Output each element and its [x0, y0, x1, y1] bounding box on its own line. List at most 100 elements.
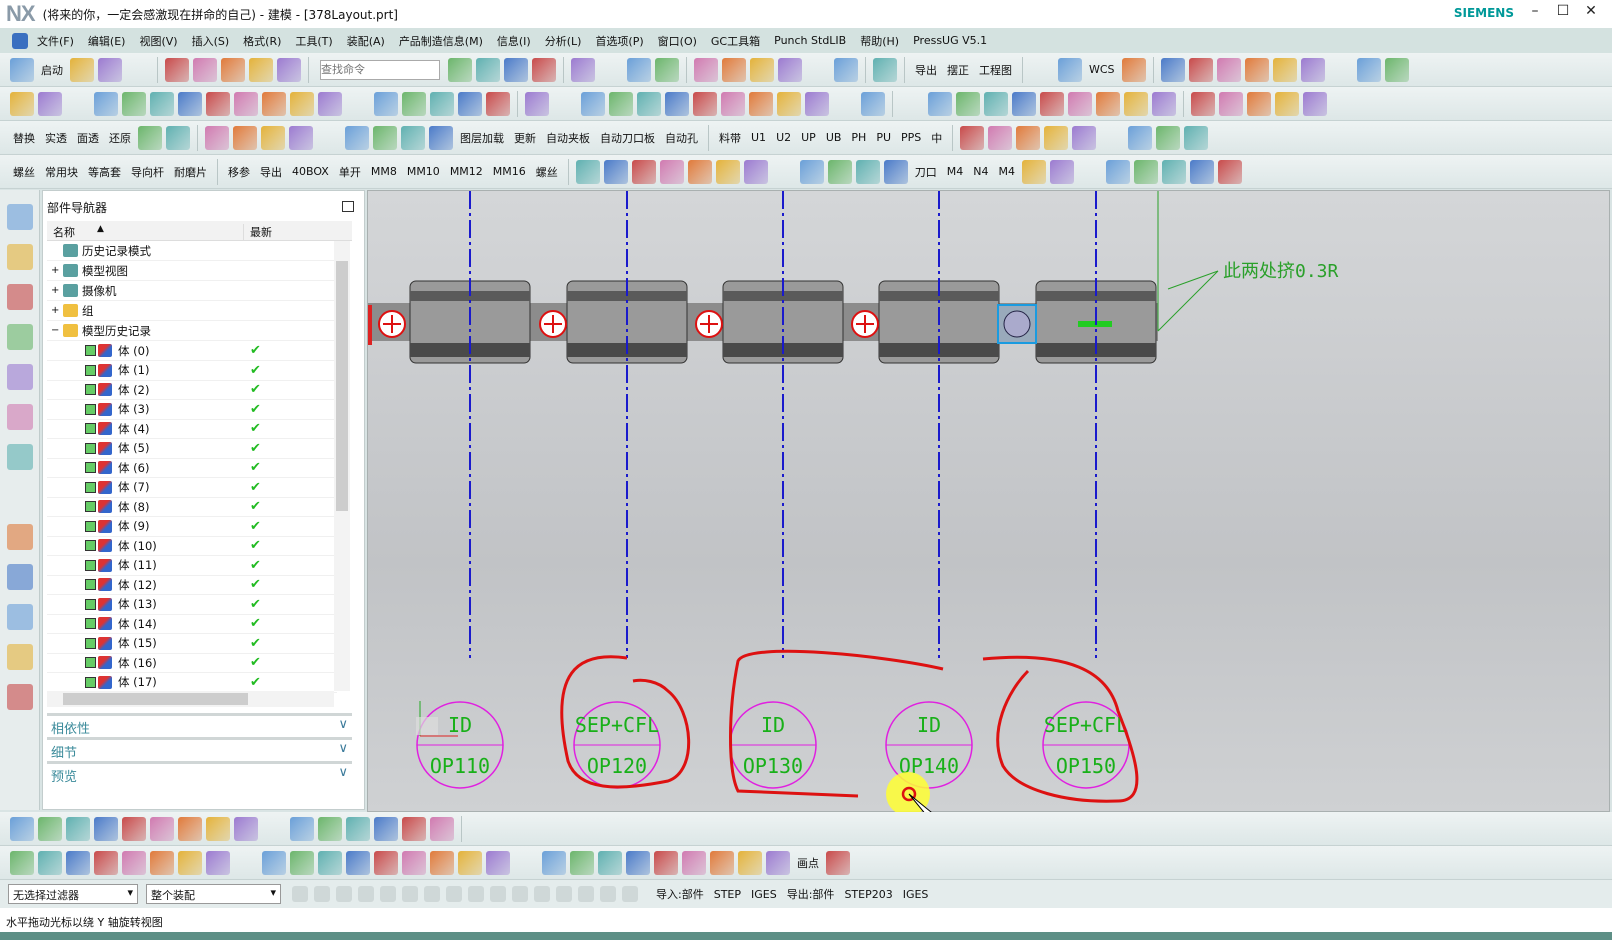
tool-icon[interactable] [1190, 159, 1215, 184]
tool-icon[interactable] [178, 850, 202, 875]
tool-icon[interactable] [10, 850, 34, 875]
tool-icon[interactable] [504, 57, 528, 82]
resource-tab-icon[interactable] [7, 324, 33, 350]
menu-item[interactable]: Punch StdLIB [774, 34, 847, 47]
tool-button[interactable]: U2 [776, 131, 792, 144]
tree-item-body[interactable]: 体 (2) ✔ [47, 380, 337, 400]
tool-icon[interactable] [290, 91, 314, 116]
tree-item-body[interactable]: 体 (4) ✔ [47, 419, 337, 439]
tool-icon[interactable] [1303, 91, 1327, 116]
panel-details[interactable]: 细节 ∨ [47, 737, 352, 761]
tool-icon[interactable] [277, 57, 301, 82]
visibility-checkbox[interactable] [85, 657, 96, 668]
tool-icon[interactable] [1106, 159, 1131, 184]
col-name[interactable]: 名称 [53, 226, 75, 239]
tool-icon[interactable] [1275, 91, 1299, 116]
tool-icon[interactable] [827, 159, 852, 184]
tree-item-body[interactable]: 体 (0) ✔ [47, 341, 337, 361]
tool-icon[interactable] [532, 57, 556, 82]
tool-icon[interactable] [826, 850, 850, 875]
tool-button[interactable]: MM10 [406, 165, 440, 178]
tool-button[interactable]: 刀口 [914, 165, 937, 179]
tool-icon[interactable] [166, 125, 190, 150]
tool-icon[interactable] [10, 91, 34, 116]
tool-icon[interactable] [318, 816, 342, 841]
tool-icon[interactable] [1247, 91, 1271, 116]
visibility-checkbox[interactable] [85, 598, 96, 610]
menu-item[interactable]: GC工具箱 [710, 34, 761, 48]
tool-icon[interactable] [345, 125, 369, 150]
tool-icon[interactable] [738, 850, 762, 875]
tool-icon[interactable] [581, 91, 605, 116]
tool-icon[interactable] [122, 850, 146, 875]
tool-icon[interactable] [1096, 91, 1120, 116]
tool-icon[interactable] [193, 57, 217, 82]
resource-tab-icon[interactable] [7, 484, 33, 510]
resource-tab-icon[interactable] [7, 284, 33, 310]
tool-icon[interactable] [833, 92, 857, 116]
expand-icon[interactable]: + [51, 285, 60, 296]
tool-icon[interactable] [374, 91, 398, 116]
tool-icon[interactable] [401, 125, 425, 150]
tool-icon[interactable] [1022, 159, 1047, 184]
tool-button[interactable]: 中 [931, 131, 943, 145]
tree-item-body[interactable]: 体 (3) ✔ [47, 400, 337, 420]
tool-button[interactable]: 40BOX [292, 165, 329, 178]
tool-button[interactable]: MM8 [370, 165, 397, 178]
tool-button[interactable]: 还原 [109, 131, 131, 145]
tree-item-body[interactable]: 体 (6) ✔ [47, 458, 337, 478]
visibility-checkbox[interactable] [85, 501, 96, 512]
tool-button[interactable]: 自动孔 [665, 131, 698, 145]
visibility-checkbox[interactable] [85, 676, 96, 688]
resource-tab-icon[interactable] [7, 564, 33, 590]
tool-icon[interactable] [1218, 159, 1243, 184]
tool-icon[interactable] [1100, 126, 1124, 150]
tool-icon[interactable] [458, 850, 482, 875]
tool-button[interactable]: 常用块 [45, 165, 78, 179]
resource-tab-icon[interactable] [7, 444, 33, 470]
visibility-checkbox[interactable] [85, 345, 96, 356]
selection-tool-icon[interactable] [314, 886, 330, 902]
tool-button[interactable]: 等高套 [88, 165, 121, 179]
tree-item-body[interactable]: 体 (14) ✔ [47, 614, 337, 634]
tool-icon[interactable] [1188, 57, 1213, 82]
tool-icon[interactable] [346, 850, 370, 875]
tool-icon[interactable] [1191, 91, 1215, 116]
tool-icon[interactable] [1124, 91, 1148, 116]
tool-icon[interactable] [1012, 91, 1036, 116]
visibility-checkbox[interactable] [85, 442, 96, 454]
tool-icon[interactable] [262, 850, 286, 875]
visibility-checkbox[interactable] [85, 423, 96, 434]
tool-icon[interactable] [234, 816, 258, 841]
tool-icon[interactable] [1121, 57, 1146, 82]
tool-icon[interactable] [249, 57, 273, 82]
import-iges-button[interactable]: IGES [751, 887, 777, 901]
tool-icon[interactable] [1068, 91, 1092, 116]
tool-icon[interactable] [458, 91, 482, 116]
tool-icon[interactable] [960, 125, 985, 150]
expand-icon[interactable]: − [51, 325, 60, 336]
tool-icon[interactable] [609, 91, 633, 116]
tool-icon[interactable] [514, 851, 538, 875]
tool-icon[interactable] [430, 850, 454, 875]
tool-icon[interactable] [710, 850, 734, 875]
tool-icon[interactable] [1134, 159, 1159, 184]
tree-item-body[interactable]: 体 (7) ✔ [47, 478, 337, 498]
tool-button[interactable]: PPS [901, 131, 922, 144]
close-button[interactable]: ✕ [1585, 3, 1597, 19]
tool-button[interactable]: 导出 [260, 165, 282, 179]
scope-dropdown[interactable]: 整个装配 [146, 884, 281, 904]
tool-icon[interactable] [1272, 57, 1297, 82]
tool-icon[interactable] [861, 91, 885, 116]
tool-icon[interactable] [1216, 57, 1241, 82]
maximize-button[interactable]: ☐ [1556, 3, 1570, 19]
wcs-button[interactable]: WCS [1089, 63, 1115, 76]
tool-button[interactable]: PU [876, 131, 892, 144]
resource-tab-icon[interactable] [7, 364, 33, 390]
tool-button[interactable]: 单开 [338, 165, 361, 179]
menu-item[interactable]: 格式(R) [243, 34, 282, 48]
tool-icon[interactable] [1128, 125, 1153, 150]
tool-icon[interactable] [178, 816, 202, 841]
tool-icon[interactable] [10, 816, 34, 841]
tool-icon[interactable] [94, 91, 118, 116]
